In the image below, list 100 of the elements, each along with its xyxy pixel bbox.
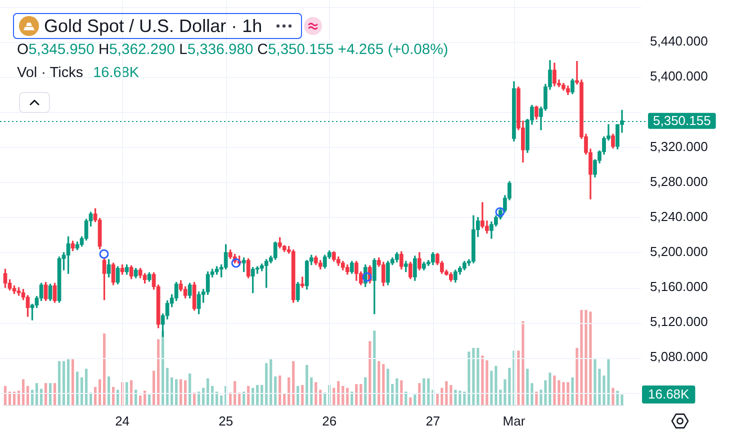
bar [450, 384, 452, 405]
bar [8, 392, 12, 405]
bar [350, 392, 354, 405]
bar [202, 388, 205, 405]
bar [368, 341, 372, 405]
bar [265, 363, 268, 405]
bar [472, 348, 475, 405]
bar [476, 348, 480, 405]
x-tick-label: 25 [218, 413, 234, 428]
y-tick-label: 5,440.000 [650, 34, 708, 49]
bar [175, 379, 178, 405]
bar [139, 395, 142, 405]
bar [337, 381, 340, 405]
bar [418, 383, 421, 405]
bar [148, 394, 151, 405]
bar [310, 377, 313, 405]
bar [458, 390, 462, 405]
bar [17, 390, 20, 405]
bar [314, 382, 318, 405]
bar [571, 377, 574, 405]
bar [535, 392, 538, 405]
bar [102, 334, 106, 405]
bar [400, 380, 403, 405]
bar [58, 361, 61, 405]
bar [427, 378, 430, 405]
y-tick-label: 5,320.000 [650, 138, 708, 154]
bar [378, 361, 380, 405]
bar [396, 378, 398, 405]
x-tick-label: 24 [115, 413, 130, 428]
bar [409, 397, 412, 405]
bar [382, 364, 385, 405]
bar [216, 392, 218, 405]
bar [306, 364, 308, 405]
bar [26, 386, 30, 405]
bar [256, 384, 259, 405]
bar [234, 381, 236, 405]
bar [76, 372, 79, 405]
y-tick-label: 5,120.000 [650, 314, 708, 330]
bar [71, 359, 74, 405]
bar [152, 370, 156, 405]
y-tick-label: 5,240.000 [650, 208, 708, 224]
bar [301, 384, 304, 405]
bar [247, 386, 250, 405]
bar [445, 381, 448, 405]
ref-line-label: 5,350.155 [653, 112, 711, 128]
bar [332, 388, 336, 405]
bar [360, 384, 362, 405]
bar [211, 386, 214, 405]
bar [463, 392, 466, 405]
bar [373, 330, 376, 405]
bar [486, 360, 488, 405]
chart-title: Vol · Ticks [17, 65, 84, 81]
bar [283, 394, 286, 405]
bar [166, 368, 169, 405]
chart-subtitle: 16.68K [93, 65, 140, 81]
bar [278, 375, 282, 405]
bar [270, 359, 272, 405]
bar [355, 384, 358, 405]
text: 16.68K [648, 386, 690, 402]
bar [612, 388, 614, 405]
bar [494, 366, 498, 405]
y-tick-label: 5,280.000 [650, 174, 708, 189]
bar [220, 395, 223, 405]
bar [184, 380, 187, 405]
bar [130, 380, 133, 405]
x-tick-label: 27 [426, 413, 440, 428]
text: O5,345.950 H5,362.290 L5,336.980 C5,350.155 +4.265 (+0.08%) [17, 42, 448, 58]
bar [44, 383, 48, 405]
bar [404, 392, 408, 405]
bar [66, 359, 70, 405]
bar [53, 383, 56, 405]
bar [107, 376, 110, 405]
bar [422, 378, 426, 405]
bar [170, 377, 174, 405]
bar [206, 378, 210, 405]
bar [292, 361, 295, 405]
bar [386, 368, 390, 405]
bar [12, 392, 16, 405]
bar [94, 386, 97, 405]
bar [296, 386, 300, 405]
bar [22, 379, 25, 405]
bar [4, 386, 7, 405]
bar [126, 382, 128, 405]
bar [274, 376, 277, 405]
bar [490, 370, 493, 405]
y-tick-label: 5,400.000 [650, 68, 708, 84]
bar [84, 368, 88, 405]
bar [364, 377, 367, 405]
bar [144, 390, 146, 405]
bar [391, 384, 394, 405]
bar [252, 388, 254, 405]
text: Gold Spot / U.S. Dollar · 1h [44, 16, 262, 36]
bar [48, 383, 52, 405]
bar [342, 386, 344, 405]
bar [188, 374, 192, 405]
bar [80, 377, 84, 405]
bar [440, 388, 444, 405]
bar [346, 388, 349, 405]
y-tick-label: 5,080.000 [650, 349, 708, 364]
bar [436, 394, 439, 405]
